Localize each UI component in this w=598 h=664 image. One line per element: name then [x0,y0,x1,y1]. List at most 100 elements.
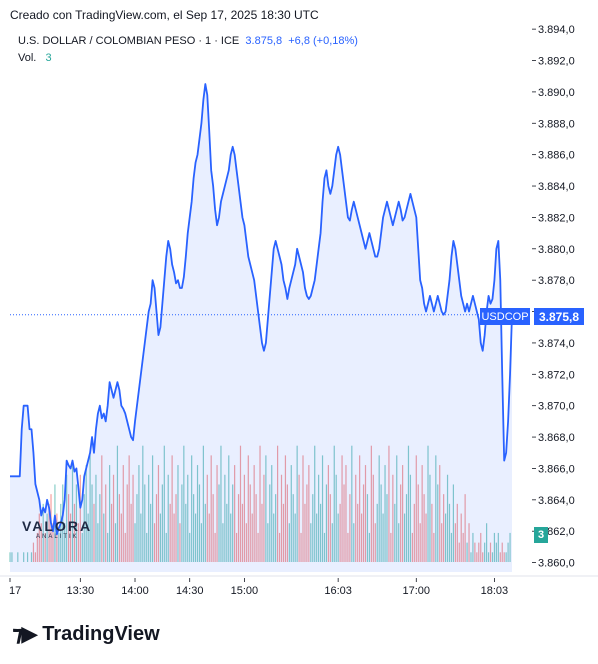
volume-bar [257,532,259,562]
x-tick-label: 16:03 [324,585,352,597]
volume-bar [316,513,318,562]
symbol-legend: U.S. DOLLAR / COLOMBIAN PESO · 1 · ICE 3… [18,35,358,47]
volume-bar [148,474,150,562]
volume-bar [109,465,111,562]
volume-bar [357,503,359,562]
volume-bar [161,484,163,562]
volume-bar [42,503,44,562]
volume-bar [263,474,265,562]
volume-bar [425,513,427,562]
y-tick-label: 3.894,0 [538,24,575,36]
y-tick-label: 3.870,0 [538,401,575,413]
x-tick-label: 14:30 [176,585,204,597]
price-axis[interactable]: 3.860,03.862,03.864,03.866,03.868,03.870… [532,24,575,570]
volume-bar [378,455,380,562]
last-price: 3.875,8 [245,35,283,47]
volume-bar [226,503,228,562]
price-badge: 3.875,8 [534,308,584,325]
volume-bar [235,532,238,562]
volume-bar [142,445,144,562]
volume-bar [417,484,419,562]
volume-bar [269,484,271,562]
volume-bar [155,494,158,562]
volume-bar [75,484,78,562]
volume-bar [185,503,187,562]
volume-bar [277,445,279,562]
tradingview-wordmark: TradingView [42,622,160,645]
volume-bar [388,445,390,562]
volume-bar [116,445,119,562]
volume-bar [58,532,60,562]
symbol-description[interactable]: U.S. DOLLAR / COLOMBIAN PESO · 1 · ICE [18,35,240,47]
volume-bar [169,503,171,562]
volume-bar [210,455,212,562]
volume-bar [458,542,460,562]
volume-bar [163,445,165,562]
volume-bar [329,494,331,562]
volume-bar [11,552,13,562]
volume-bar [413,503,415,562]
volume-bar [288,523,290,562]
volume-bar [331,523,333,562]
volume-bar [361,513,363,562]
volume-bar [56,513,58,562]
volume-bar [466,542,468,562]
volume-bar [73,503,76,562]
volume-bar [362,484,365,562]
volume-bar [151,455,154,562]
volume-bar [290,465,292,562]
volume-bar [187,474,189,562]
volume-bar [251,513,253,562]
volume-bar [505,552,507,562]
volume-bar [294,513,296,562]
volume-bar [314,445,316,562]
valora-watermark-sub: ANALITIK [36,534,79,540]
volume-bar [183,445,185,562]
y-tick-label: 3.884,0 [538,181,575,193]
volume-bar [398,523,400,562]
volume-bar [368,532,371,562]
volume-bar [87,513,89,562]
volume-bar [93,503,95,562]
price-line[interactable] [10,83,513,536]
volume-bar [403,513,406,562]
volume-bar [32,542,35,562]
volume-bar [259,445,261,562]
tradingview-logo[interactable]: ⁊▶ TradingView [12,621,160,646]
volume-bar [265,455,267,562]
volume-bar [275,494,277,562]
volume-bar [273,513,275,562]
volume-bar [105,484,107,562]
volume-bar [232,484,234,562]
volume-bar [60,503,62,562]
volume-bar [239,445,242,562]
y-tick-label: 3.878,0 [538,275,575,287]
volume-bar [298,474,300,562]
volume-bar [193,494,195,562]
volume-bar [234,465,236,562]
x-tick-label: 17:00 [403,585,431,597]
volume-bar [81,532,83,562]
volume-bar [402,465,404,562]
volume-bar [271,465,273,562]
x-tick-label: 13:30 [67,585,95,597]
volume-bar [202,445,204,562]
volume-bar [427,445,429,562]
volume-label[interactable]: Vol. [18,52,37,64]
volume-legend: Vol. 3 [18,52,52,64]
volume-bar [167,474,169,562]
volume-bar [101,455,103,562]
volume-bar [284,455,287,562]
volume-bar [384,465,386,562]
volume-bar [409,474,412,562]
volume-bar [321,455,324,562]
volume-bar [153,523,156,562]
volume-bar [44,532,46,562]
time-axis[interactable]: 17 13:30 14:00 14:30 15:00 16:03 17:00 18:03 [0,575,598,597]
volume-bar [439,465,441,562]
volume-bar [310,523,312,562]
chart-credit: Creado con TradingView.com, el Sep 17, 2… [10,8,319,22]
y-tick-label: 3.888,0 [538,118,575,130]
volume-bar [376,503,378,562]
